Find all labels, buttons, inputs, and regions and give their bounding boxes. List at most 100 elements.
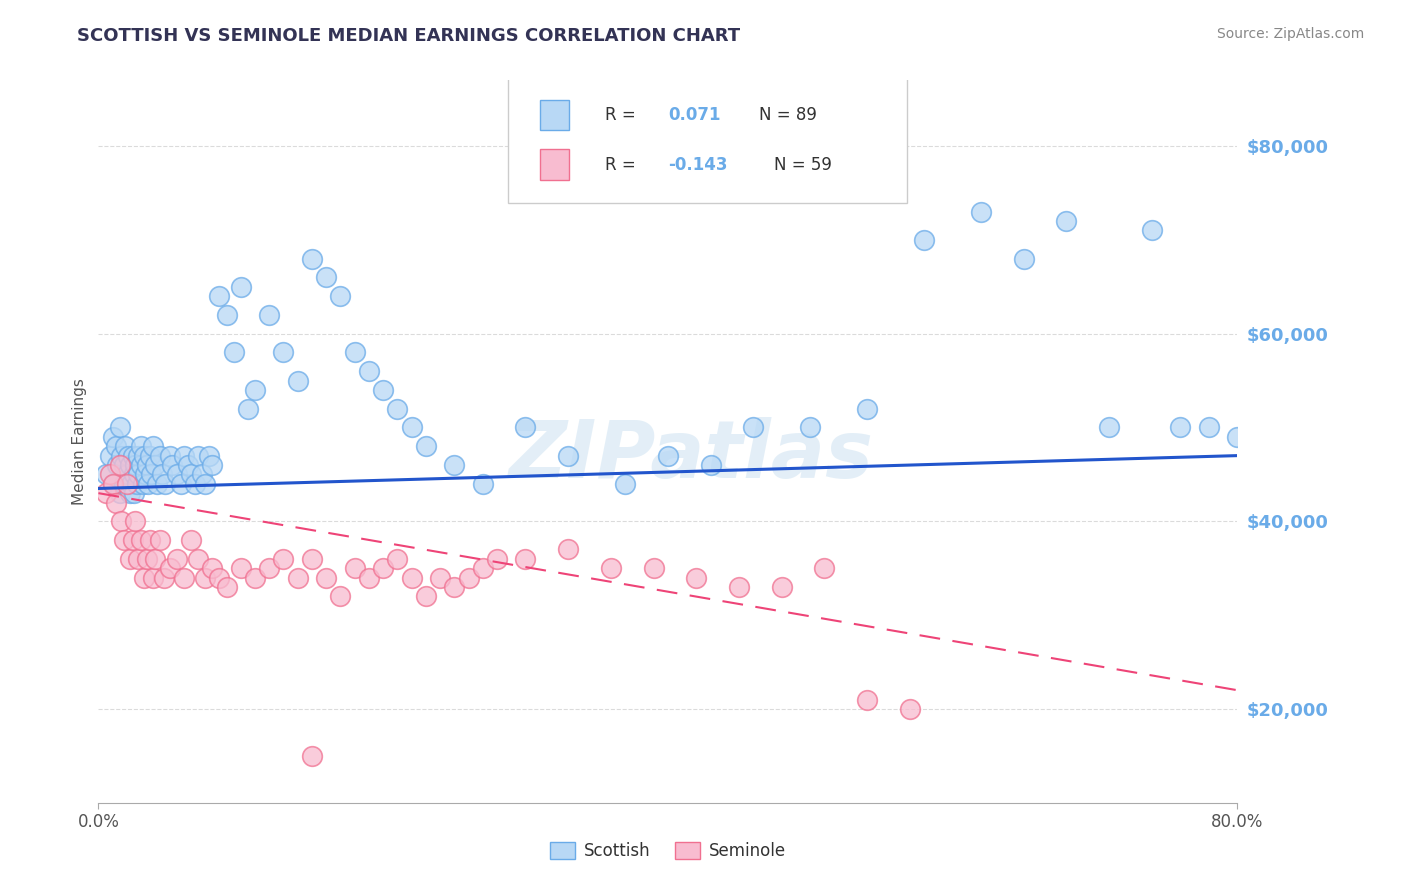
Point [135, 458, 157, 472]
Point [1170, 420, 1192, 434]
Point [273, 345, 295, 359]
Point [170, 476, 193, 491]
Point [120, 476, 142, 491]
Point [343, 345, 366, 359]
Point [215, 308, 238, 322]
Point [117, 449, 139, 463]
Point [1140, 223, 1163, 237]
Point [101, 476, 124, 491]
Point [118, 486, 141, 500]
Point [112, 458, 135, 472]
Point [1198, 420, 1220, 434]
Point [162, 458, 184, 472]
Point [301, 748, 323, 763]
Point [486, 551, 509, 566]
Point [799, 420, 821, 434]
Point [134, 467, 156, 482]
Point [912, 233, 935, 247]
Point [146, 476, 169, 491]
Point [180, 533, 202, 547]
Point [149, 533, 172, 547]
Point [115, 467, 138, 482]
Point [122, 486, 145, 500]
Point [124, 458, 146, 472]
Point [94, 486, 117, 500]
Point [471, 561, 494, 575]
Point [166, 467, 188, 482]
Point [685, 571, 707, 585]
Point [110, 514, 132, 528]
Point [373, 561, 395, 575]
Point [180, 467, 202, 482]
Point [101, 430, 124, 444]
Point [259, 561, 281, 575]
Point [208, 289, 231, 303]
Point [229, 561, 252, 575]
Point [115, 476, 138, 491]
Point [108, 486, 131, 500]
Point [287, 374, 309, 388]
Point [125, 476, 148, 491]
Point [131, 476, 153, 491]
Text: N = 89: N = 89 [759, 106, 817, 124]
Point [187, 449, 209, 463]
Point [105, 458, 128, 472]
Point [104, 439, 127, 453]
Point [112, 476, 135, 491]
Point [457, 571, 479, 585]
Text: R =: R = [605, 155, 636, 174]
Point [343, 561, 366, 575]
Point [177, 458, 200, 472]
Point [155, 476, 177, 491]
Point [194, 476, 217, 491]
Point [742, 420, 765, 434]
Point [141, 571, 163, 585]
Point [357, 364, 380, 378]
Point [215, 580, 238, 594]
Point [121, 533, 143, 547]
Point [315, 571, 337, 585]
Point [138, 449, 160, 463]
Point [127, 551, 149, 566]
Y-axis label: Median Earnings: Median Earnings [72, 378, 87, 505]
Point [101, 476, 124, 491]
Point [129, 439, 152, 453]
Point [515, 551, 537, 566]
Text: -0.143: -0.143 [668, 155, 727, 174]
Point [415, 439, 437, 453]
Point [970, 204, 993, 219]
Point [166, 551, 188, 566]
Point [1098, 420, 1121, 434]
Point [194, 571, 217, 585]
Point [122, 467, 145, 482]
Text: ZIPatlas: ZIPatlas [508, 417, 873, 495]
Point [813, 561, 835, 575]
Point [173, 571, 195, 585]
Point [129, 533, 152, 547]
Point [129, 458, 152, 472]
Point [124, 514, 146, 528]
Point [259, 308, 281, 322]
Point [138, 533, 160, 547]
Point [139, 467, 162, 482]
Point [118, 551, 141, 566]
Point [728, 580, 751, 594]
Point [104, 495, 127, 509]
Point [515, 420, 537, 434]
Point [98, 449, 121, 463]
Point [471, 476, 494, 491]
Point [614, 476, 637, 491]
Text: N = 59: N = 59 [773, 155, 831, 174]
Point [443, 580, 465, 594]
Point [145, 551, 167, 566]
Point [118, 458, 141, 472]
Point [149, 449, 172, 463]
Point [229, 279, 252, 293]
Point [401, 420, 423, 434]
Point [329, 590, 352, 604]
Point [108, 420, 131, 434]
Point [600, 561, 623, 575]
Point [243, 383, 266, 397]
Point [557, 542, 579, 557]
Text: 0.071: 0.071 [668, 106, 720, 124]
